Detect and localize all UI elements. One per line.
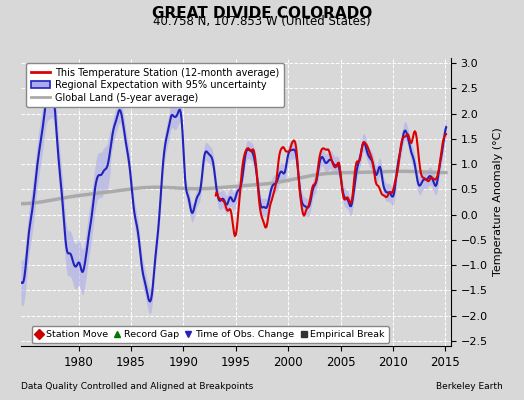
Text: GREAT DIVIDE COLORADO: GREAT DIVIDE COLORADO: [152, 6, 372, 21]
Text: 40.758 N, 107.853 W (United States): 40.758 N, 107.853 W (United States): [153, 15, 371, 28]
Legend: Station Move, Record Gap, Time of Obs. Change, Empirical Break: Station Move, Record Gap, Time of Obs. C…: [31, 326, 388, 343]
Y-axis label: Temperature Anomaly (°C): Temperature Anomaly (°C): [493, 128, 503, 276]
Text: Data Quality Controlled and Aligned at Breakpoints: Data Quality Controlled and Aligned at B…: [21, 382, 253, 391]
Text: Berkeley Earth: Berkeley Earth: [436, 382, 503, 391]
